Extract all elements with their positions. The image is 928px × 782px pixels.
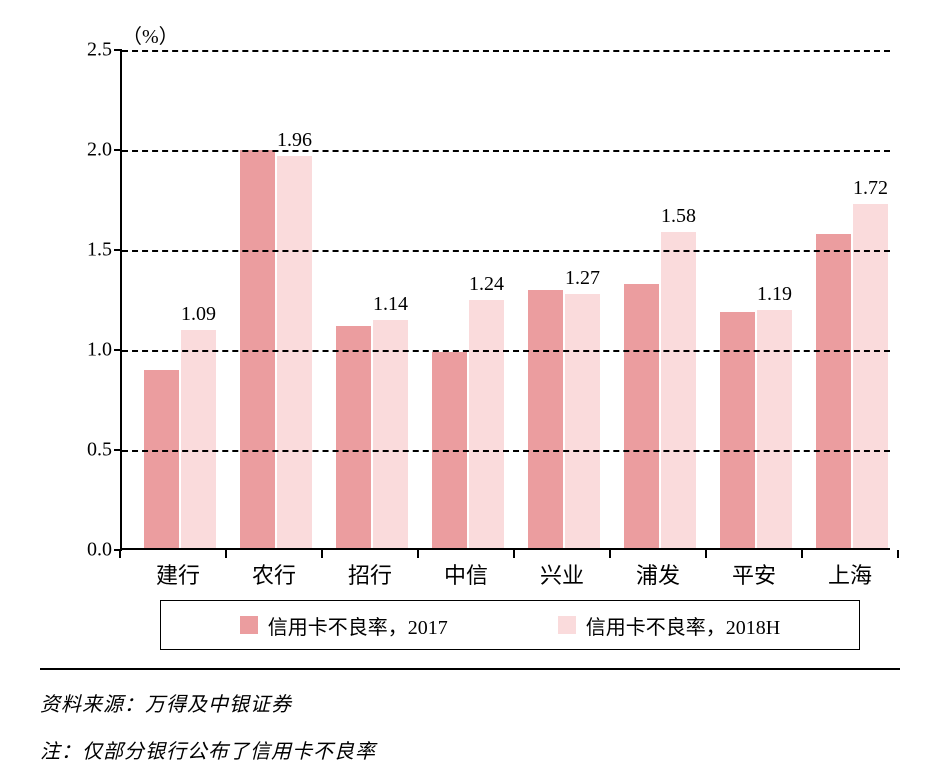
bar: 1.24 bbox=[469, 300, 504, 548]
x-tick-mark bbox=[897, 550, 899, 558]
y-tick-mark bbox=[114, 149, 122, 151]
bar-group: 1.09 bbox=[144, 330, 216, 548]
legend-label: 信用卡不良率，2017 bbox=[268, 611, 448, 640]
y-tick-label: 2.5 bbox=[87, 39, 112, 62]
bar: 1.72 bbox=[853, 204, 888, 548]
y-tick-mark bbox=[114, 449, 122, 451]
gridline bbox=[122, 350, 890, 352]
source-text: 资料来源：万得及中银证券 bbox=[40, 688, 900, 717]
bar-value-label: 1.58 bbox=[661, 205, 696, 228]
x-category-label: 建行 bbox=[156, 558, 200, 590]
bar bbox=[528, 290, 563, 548]
bar: 1.14 bbox=[373, 320, 408, 548]
y-tick-mark bbox=[114, 49, 122, 51]
x-tick-mark bbox=[705, 550, 707, 558]
x-tick-mark bbox=[609, 550, 611, 558]
bars-layer: 1.09 1.96 1.14 1.24 1.27 1.58 1.19 1.72 bbox=[122, 50, 890, 548]
bar bbox=[624, 284, 659, 548]
bar-group: 1.14 bbox=[336, 320, 408, 548]
legend: 信用卡不良率，2017 信用卡不良率，2018H bbox=[160, 600, 860, 650]
x-tick-mark bbox=[513, 550, 515, 558]
bar-value-label: 1.09 bbox=[181, 303, 216, 326]
x-axis-labels: 建行 农行 招行 中信 兴业 浦发 平安 上海 bbox=[120, 558, 890, 588]
bar-value-label: 1.19 bbox=[757, 283, 792, 306]
bar-value-label: 1.14 bbox=[373, 293, 408, 316]
legend-item: 信用卡不良率，2017 bbox=[240, 611, 448, 640]
y-axis-unit: （%） bbox=[122, 20, 179, 49]
x-tick-mark bbox=[119, 550, 121, 558]
y-tick-label: 1.5 bbox=[87, 239, 112, 262]
note-text: 注：仅部分银行公布了信用卡不良率 bbox=[40, 735, 900, 764]
bar-value-label: 1.24 bbox=[469, 273, 504, 296]
bar bbox=[816, 234, 851, 548]
bar bbox=[336, 326, 371, 548]
bar-group: 1.58 bbox=[624, 232, 696, 548]
x-category-label: 中信 bbox=[444, 558, 488, 590]
bar-group: 1.24 bbox=[432, 300, 504, 548]
bar: 1.19 bbox=[757, 310, 792, 548]
bar bbox=[144, 370, 179, 548]
y-tick-label: 0.0 bbox=[87, 539, 112, 562]
x-category-label: 平安 bbox=[732, 558, 776, 590]
x-category-label: 浦发 bbox=[636, 558, 680, 590]
legend-swatch bbox=[558, 616, 576, 634]
gridline bbox=[122, 450, 890, 452]
bar-value-label: 1.27 bbox=[565, 267, 600, 290]
bar: 1.09 bbox=[181, 330, 216, 548]
bar bbox=[720, 312, 755, 548]
legend-label: 信用卡不良率，2018H bbox=[586, 611, 780, 640]
y-tick-mark bbox=[114, 249, 122, 251]
legend-swatch bbox=[240, 616, 258, 634]
gridline bbox=[122, 250, 890, 252]
x-tick-mark bbox=[417, 550, 419, 558]
bar: 1.96 bbox=[277, 156, 312, 548]
bar-group: 1.19 bbox=[720, 310, 792, 548]
footer-divider bbox=[40, 668, 900, 670]
bar-group: 1.96 bbox=[240, 150, 312, 548]
bar-value-label: 1.96 bbox=[277, 129, 312, 152]
x-tick-mark bbox=[225, 550, 227, 558]
bar-group: 1.72 bbox=[816, 204, 888, 548]
y-tick-label: 2.0 bbox=[87, 139, 112, 162]
x-category-label: 上海 bbox=[828, 558, 872, 590]
bar: 1.58 bbox=[661, 232, 696, 548]
gridline bbox=[122, 150, 890, 152]
bar-value-label: 1.72 bbox=[853, 177, 888, 200]
bar: 1.27 bbox=[565, 294, 600, 548]
bar bbox=[240, 150, 275, 548]
gridline bbox=[122, 50, 890, 52]
y-tick-mark bbox=[114, 349, 122, 351]
y-tick-label: 0.5 bbox=[87, 439, 112, 462]
x-tick-mark bbox=[801, 550, 803, 558]
y-tick-label: 1.0 bbox=[87, 339, 112, 362]
legend-item: 信用卡不良率，2018H bbox=[558, 611, 780, 640]
chart-container: （%） 1.09 1.96 1.14 1.24 1.27 1.58 1.19 1.72 0.0… bbox=[40, 20, 900, 640]
footer: 资料来源：万得及中银证券 注：仅部分银行公布了信用卡不良率 bbox=[40, 668, 900, 782]
x-category-label: 农行 bbox=[252, 558, 296, 590]
bar-group: 1.27 bbox=[528, 290, 600, 548]
x-category-label: 招行 bbox=[348, 558, 392, 590]
x-category-label: 兴业 bbox=[540, 558, 584, 590]
x-tick-mark bbox=[321, 550, 323, 558]
plot-area: 1.091.961.141.241.271.581.191.72 0.00.51… bbox=[120, 50, 890, 550]
